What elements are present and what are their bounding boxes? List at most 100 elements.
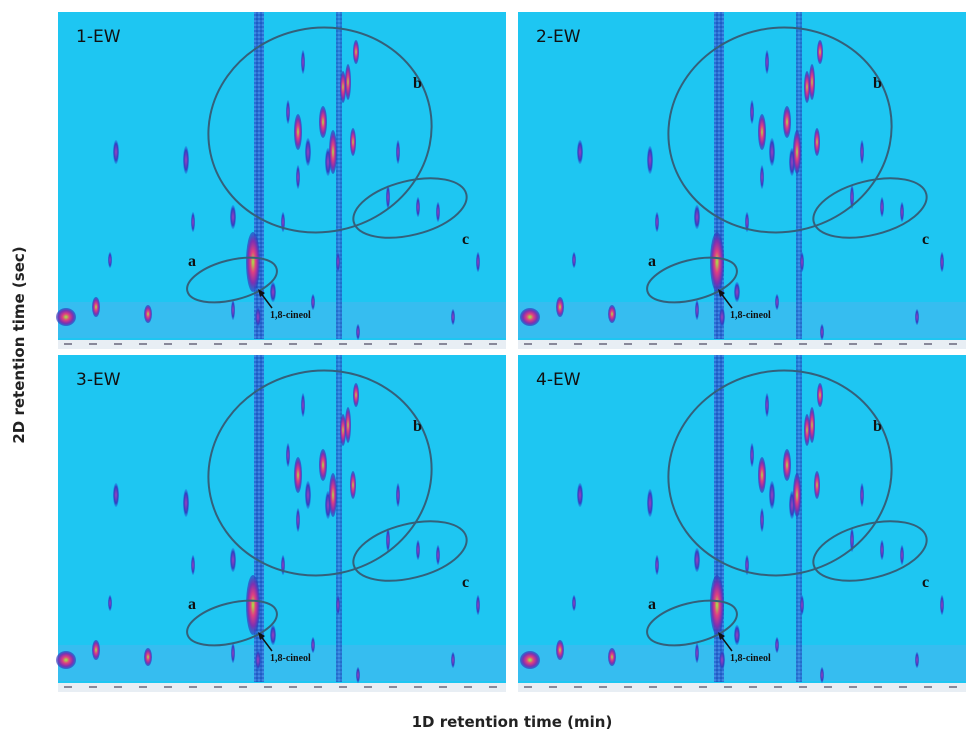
peak	[769, 481, 775, 509]
peak	[353, 40, 359, 64]
x-axis-tick	[464, 686, 472, 688]
x-axis-tick	[464, 343, 472, 345]
x-axis-tick	[749, 686, 757, 688]
region-outline	[186, 599, 278, 647]
panel-title: 3-EW	[76, 370, 121, 390]
x-axis-strip	[58, 340, 506, 349]
x-axis-tick	[214, 343, 222, 345]
x-axis-tick	[874, 686, 882, 688]
peak	[305, 138, 311, 166]
peak	[880, 540, 884, 560]
x-axis-tick	[724, 686, 732, 688]
peak	[695, 300, 699, 320]
peak	[750, 100, 754, 124]
region-outline	[646, 256, 738, 304]
region-outline	[812, 177, 928, 239]
peak	[695, 643, 699, 663]
region-label: b	[413, 75, 422, 92]
peak	[804, 414, 810, 446]
peak	[386, 185, 390, 209]
x-axis-tick	[674, 343, 682, 345]
column-bleed	[254, 355, 264, 682]
x-axis-tick	[549, 343, 557, 345]
peak	[940, 252, 944, 272]
panel-background	[58, 355, 506, 692]
peak	[765, 50, 769, 74]
peak	[655, 555, 659, 575]
region-outline	[207, 369, 433, 577]
peak	[144, 648, 152, 666]
peak	[783, 449, 791, 481]
region-label: c	[922, 231, 929, 248]
x-axis-tick	[699, 686, 707, 688]
peak	[734, 625, 740, 645]
peak	[915, 309, 919, 325]
x-axis-tick	[799, 686, 807, 688]
peak	[476, 252, 480, 272]
peak	[850, 528, 854, 552]
peak	[270, 625, 276, 645]
peak	[608, 305, 616, 323]
baseline-band	[518, 302, 966, 338]
peak	[230, 548, 236, 572]
peak	[92, 297, 100, 317]
peak	[775, 637, 779, 653]
x-axis-tick	[189, 686, 197, 688]
region-outline	[667, 369, 893, 577]
x-axis-tick	[649, 686, 657, 688]
panel-title: 1-EW	[76, 27, 121, 47]
peak	[108, 252, 112, 268]
peak	[817, 383, 823, 407]
x-axis-strip	[518, 340, 966, 349]
peak	[476, 595, 480, 615]
peak	[745, 555, 749, 575]
peak	[353, 383, 359, 407]
peak	[800, 252, 804, 272]
annotation-arrowhead	[258, 632, 265, 640]
x-axis-tick	[239, 343, 247, 345]
peak	[814, 471, 820, 499]
annotation: 1,8-cineol	[730, 653, 771, 664]
peak	[783, 106, 791, 138]
peak	[577, 140, 583, 164]
panel-background	[518, 355, 966, 692]
x-axis-tick	[114, 686, 122, 688]
region-outline	[207, 26, 433, 234]
peak	[416, 540, 420, 560]
peak	[817, 40, 823, 64]
x-axis-tick	[574, 686, 582, 688]
region-outline	[646, 599, 738, 647]
peak	[294, 457, 302, 493]
baseline-band	[58, 302, 506, 338]
x-axis-tick	[339, 343, 347, 345]
peak	[694, 548, 700, 572]
chromatogram-panel: 3-EW a b c 1,8-cineol	[56, 355, 506, 692]
peak	[56, 308, 76, 326]
peak	[345, 64, 351, 100]
chromatogram-panel: 4-EW a b c 1,8-cineol	[518, 355, 966, 692]
peak	[809, 407, 815, 443]
peak	[556, 640, 564, 660]
peak	[793, 473, 801, 517]
x-axis-tick	[89, 686, 97, 688]
baseline-band	[58, 645, 506, 681]
annotation: 1,8-cineol	[730, 310, 771, 321]
peak	[286, 443, 290, 467]
column-bleed	[336, 12, 342, 339]
peak	[294, 114, 302, 150]
peak	[416, 197, 420, 217]
region-label: a	[188, 253, 196, 270]
region-label: b	[873, 75, 882, 92]
peak	[296, 165, 300, 189]
x-axis-tick	[64, 686, 72, 688]
peak	[760, 508, 764, 532]
peak	[340, 71, 346, 103]
x-axis-tick	[64, 343, 72, 345]
peak	[286, 100, 290, 124]
x-axis-tick	[439, 343, 447, 345]
peak	[113, 140, 119, 164]
peak	[255, 650, 261, 670]
peak	[734, 282, 740, 302]
x-axis-tick	[389, 686, 397, 688]
